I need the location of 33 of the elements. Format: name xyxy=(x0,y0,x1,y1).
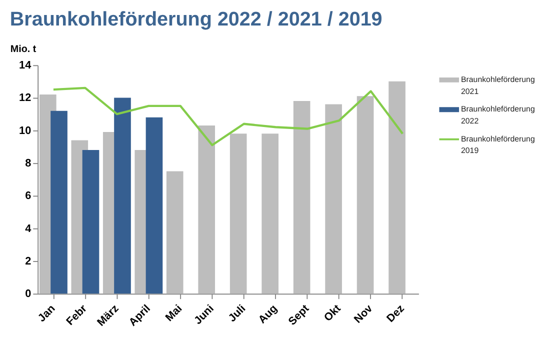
bar xyxy=(198,126,216,294)
x-tick-label: Mai xyxy=(163,302,185,324)
legend-label: Braunkohleförderung 2021 xyxy=(461,74,535,96)
x-tick-label: Dez xyxy=(384,302,408,325)
y-tick-label: 14 xyxy=(19,60,32,72)
bar xyxy=(146,117,163,294)
bar xyxy=(388,81,406,294)
x-tick-label: Aug xyxy=(256,302,280,326)
legend-label: Braunkohleförderung 2019 xyxy=(461,134,535,156)
x-tick-label: Jan xyxy=(36,302,58,324)
x-tick-label: Okt xyxy=(322,302,344,324)
bar xyxy=(114,98,131,294)
chart-title: Braunkohleförderung 2022 / 2021 / 2019 xyxy=(10,8,382,31)
bar xyxy=(293,101,310,294)
legend-label: Braunkohleförderung 2022 xyxy=(461,104,535,126)
bar xyxy=(356,96,374,294)
y-tick-label: 4 xyxy=(25,222,32,235)
x-tick-label: Juli xyxy=(226,302,248,324)
bar xyxy=(230,134,247,294)
bar xyxy=(50,110,68,294)
y-tick-label: 12 xyxy=(19,92,32,104)
y-tick-label: 8 xyxy=(25,158,32,170)
y-tick-label: 6 xyxy=(25,190,32,202)
bar xyxy=(166,171,184,294)
bar xyxy=(325,104,342,294)
bar xyxy=(82,150,100,294)
bar xyxy=(262,134,278,294)
line-series xyxy=(52,86,404,146)
x-tick-label: Nov xyxy=(352,302,376,326)
y-tick-label: 0 xyxy=(25,288,32,300)
y-axis-title: Mio. t xyxy=(10,44,37,55)
y-tick-label: 2 xyxy=(25,255,32,268)
y-tick-label: 10 xyxy=(19,124,32,137)
